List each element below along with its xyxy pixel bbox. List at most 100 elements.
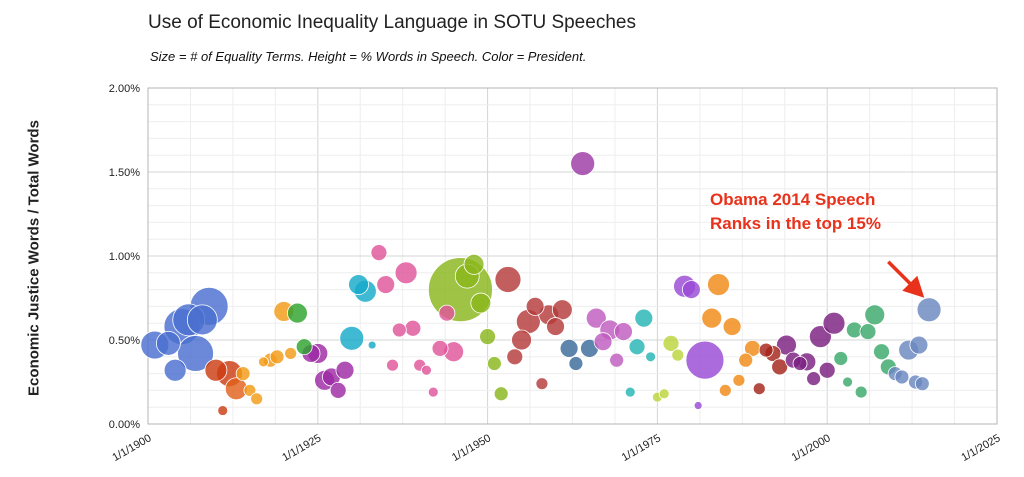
data-point [386, 358, 399, 372]
data-point [916, 297, 942, 323]
data-point [614, 322, 633, 342]
x-tick-label: 1/1/1950 [450, 432, 493, 464]
data-point [833, 351, 849, 366]
data-point [535, 377, 549, 391]
data-point [662, 334, 680, 352]
data-point [873, 343, 890, 361]
data-point [568, 356, 584, 371]
data-point [685, 340, 725, 380]
data-point [624, 386, 636, 398]
data-point [854, 385, 868, 399]
annotation-line-2: Ranks in the top 15% [710, 214, 881, 233]
data-point [335, 360, 355, 380]
data-point [758, 342, 774, 358]
data-point [842, 376, 853, 388]
plot-frame [147, 87, 998, 425]
x-tick-label: 1/1/2025 [959, 432, 1002, 464]
data-point [177, 335, 214, 372]
data-point [718, 383, 732, 397]
data-point [258, 356, 269, 368]
y-tick-label: 2.00% [109, 83, 140, 95]
y-tick-label: 1.00% [109, 251, 140, 263]
data-point [463, 253, 485, 275]
data-point [822, 311, 846, 335]
data-point [818, 361, 836, 379]
data-point [546, 317, 565, 336]
data-point [776, 334, 797, 356]
data-point [693, 401, 703, 410]
data-point [250, 392, 264, 406]
data-point [404, 319, 422, 337]
data-point [771, 358, 789, 376]
data-point [792, 356, 808, 371]
data-point [864, 304, 886, 326]
chart-title: Use of Economic Inequality Language in S… [148, 12, 636, 33]
data-point [470, 292, 492, 314]
data-point [628, 338, 646, 356]
data-point [186, 304, 218, 336]
annotation-arrow-head [902, 275, 925, 298]
x-tick-label: 1/1/1900 [110, 432, 153, 464]
data-point [243, 383, 257, 397]
data-point [486, 356, 502, 371]
y-tick-label: 1.50% [109, 167, 140, 179]
data-point [427, 386, 439, 398]
x-tick-label: 1/1/1975 [620, 432, 663, 464]
data-point [551, 299, 573, 321]
data-point [707, 273, 730, 296]
data-point [914, 376, 930, 392]
annotation-text: Obama 2014 Speech Ranks in the top 15% [710, 188, 881, 236]
data-point [421, 364, 432, 376]
data-point [339, 325, 365, 351]
data-point [329, 381, 347, 399]
data-point [722, 317, 742, 336]
data-point [155, 330, 181, 356]
data-point [559, 338, 579, 358]
data-point [295, 338, 313, 356]
data-point [217, 405, 229, 416]
data-point [732, 373, 746, 387]
annotation-line-1: Obama 2014 Speech [710, 190, 876, 209]
data-point [645, 351, 657, 363]
data-point [163, 358, 187, 382]
data-point [859, 323, 877, 341]
y-tick-label: 0.00% [109, 419, 140, 431]
data-point [593, 332, 613, 352]
data-point [585, 307, 607, 329]
data-point [479, 328, 497, 346]
data-point [609, 352, 625, 368]
data-point [738, 352, 754, 368]
data-point [511, 329, 532, 351]
data-point [391, 322, 407, 338]
y-tick-label: 0.50% [109, 335, 140, 347]
data-point [671, 348, 685, 362]
data-point [909, 335, 929, 355]
data-point [431, 339, 449, 357]
data-point [269, 349, 285, 365]
data-point [438, 304, 456, 322]
data-point [701, 307, 723, 329]
data-point [493, 386, 509, 402]
data-point [367, 340, 377, 350]
data-point [348, 274, 369, 295]
data-point [394, 261, 418, 285]
data-point [370, 244, 388, 262]
data-point [752, 382, 766, 396]
data-point [506, 348, 524, 366]
chart-subtitle: Size = # of Equality Terms. Height = % W… [150, 49, 587, 64]
data-point [570, 151, 596, 177]
data-point [806, 371, 822, 387]
data-point [235, 366, 251, 382]
x-tick-label: 1/1/2000 [790, 432, 833, 464]
data-point [658, 388, 670, 400]
data-point [525, 296, 545, 316]
data-point [287, 302, 308, 324]
data-point [204, 358, 228, 382]
data-point [681, 280, 701, 300]
x-tick-label: 1/1/1925 [280, 432, 323, 464]
data-point [634, 308, 654, 328]
data-point [494, 266, 522, 293]
data-point [376, 275, 396, 294]
data-point [284, 347, 298, 360]
